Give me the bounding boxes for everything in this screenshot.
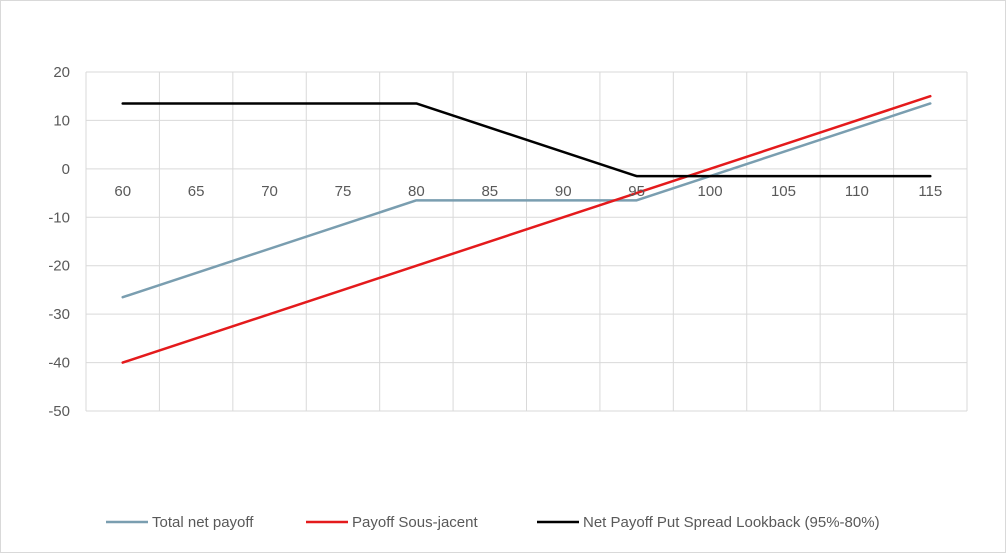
x-tick-label: 65 xyxy=(188,183,205,200)
x-tick-label: 100 xyxy=(698,183,723,200)
series-line xyxy=(121,102,932,178)
y-tick-label: -50 xyxy=(48,403,70,420)
series-line xyxy=(121,102,932,299)
x-tick-label: 70 xyxy=(261,183,278,200)
legend: Total net payoff Payoff Sous-jacent Net Pa… xyxy=(106,514,880,531)
y-tick-label: 20 xyxy=(53,64,70,81)
y-axis-tick-labels: 20 10 0 -10 -20 -30 -40 -50 xyxy=(48,64,70,420)
x-tick-label: 95 xyxy=(628,183,645,200)
x-tick-label: 90 xyxy=(555,183,572,200)
legend-label: Payoff Sous-jacent xyxy=(352,514,478,531)
x-tick-label: 115 xyxy=(918,183,942,200)
x-tick-label: 60 xyxy=(114,183,131,200)
series-line xyxy=(121,94,932,364)
x-axis-tick-labels: 60 65 70 75 80 85 90 95 100 105 110 115 xyxy=(114,183,942,200)
y-tick-label: 0 xyxy=(62,161,70,178)
legend-label: Net Payoff Put Spread Lookback (95%-80%) xyxy=(583,514,880,531)
y-tick-label: -10 xyxy=(48,209,70,226)
y-tick-label: -20 xyxy=(48,258,70,275)
gridlines xyxy=(85,71,968,412)
x-tick-label: 80 xyxy=(408,183,425,200)
y-tick-label: 10 xyxy=(53,112,70,129)
y-tick-label: -40 xyxy=(48,355,70,372)
x-tick-label: 75 xyxy=(335,183,352,200)
series-lines xyxy=(121,94,932,364)
legend-label: Total net payoff xyxy=(152,514,254,531)
x-tick-label: 105 xyxy=(771,183,796,200)
x-tick-label: 110 xyxy=(845,183,869,200)
y-tick-label: -30 xyxy=(48,306,70,323)
x-tick-label: 85 xyxy=(481,183,498,200)
